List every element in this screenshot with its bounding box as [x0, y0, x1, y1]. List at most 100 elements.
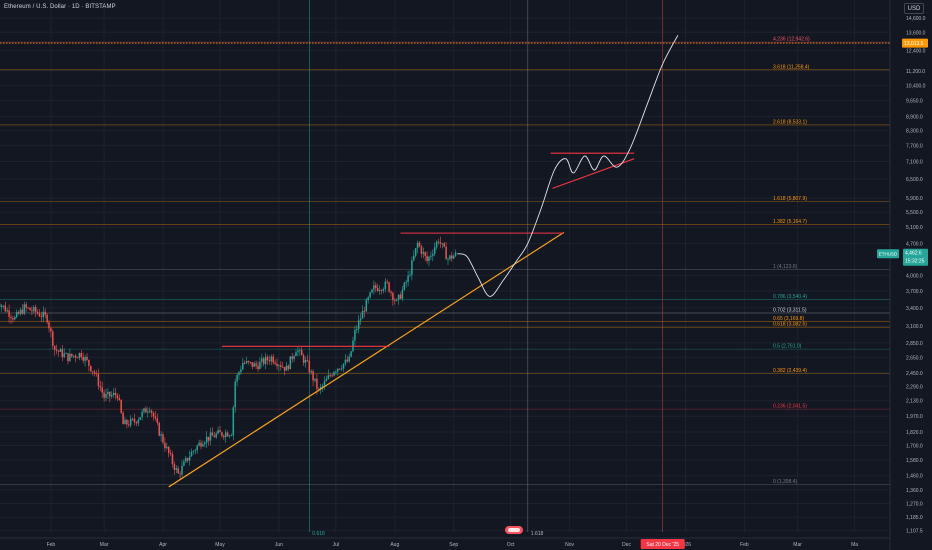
candle-body [122, 412, 124, 425]
candle-body [177, 468, 179, 474]
candle-body [321, 385, 324, 388]
candle-body [337, 368, 339, 372]
time-axis-tick: Nov [565, 542, 574, 548]
candle-body [420, 246, 423, 254]
candle-body [430, 255, 432, 257]
candle-body [90, 365, 92, 372]
candle-body [357, 320, 360, 329]
candle-body [261, 358, 263, 362]
candle-body [348, 356, 350, 362]
price-axis-background [890, 0, 932, 550]
price-axis-tick: 1,970.0 [906, 414, 923, 420]
support-trendline [168, 231, 565, 488]
fib-level-label: 0.65 (3,169.8) [773, 316, 804, 322]
candle-body [411, 260, 413, 275]
candle-body [156, 418, 159, 423]
candle-body [221, 432, 223, 436]
candle-body [101, 387, 103, 393]
candle-body [88, 359, 90, 366]
candle-body [437, 241, 440, 243]
candle-body [323, 381, 326, 386]
candle-body [103, 392, 105, 398]
candle-body [164, 442, 166, 449]
candle-body [447, 259, 449, 260]
candle-body [413, 255, 415, 261]
candle-body [110, 394, 113, 397]
candle-body [333, 371, 335, 376]
candle-body [76, 357, 79, 359]
candle-body [175, 468, 178, 470]
candle-body [424, 252, 426, 256]
candle-body [211, 432, 214, 436]
candle-body [346, 359, 349, 362]
time-axis-tick: 2026 [680, 542, 691, 548]
candle-body [394, 300, 396, 302]
target-price-tag-background [902, 38, 928, 48]
candle-body [133, 418, 136, 423]
candle-body [10, 316, 12, 319]
candle-body [167, 446, 170, 454]
price-axis-tick: 3,400.0 [906, 306, 923, 312]
candle-body [137, 419, 140, 424]
price-axis-tick: 14,600.0 [906, 16, 926, 22]
candle-body [63, 353, 65, 357]
candle-body [139, 417, 141, 420]
candle-body [120, 399, 122, 413]
candle-body [224, 432, 227, 438]
candle-body [318, 388, 320, 390]
candle-body [308, 360, 311, 373]
candle-body [403, 282, 406, 290]
candle-body [186, 458, 189, 461]
candle-body [80, 352, 83, 358]
candle-body [57, 350, 60, 352]
candle-body [386, 281, 388, 283]
candle-body [72, 355, 75, 357]
time-axis-tick: Oct [507, 542, 515, 548]
candle-body [388, 282, 390, 292]
candle-body [297, 350, 299, 353]
price-axis-tick: 1,270.0 [906, 501, 923, 507]
candle-body [14, 317, 16, 320]
candle-body [228, 435, 231, 437]
candle-body [162, 434, 164, 443]
candle-body [350, 351, 352, 357]
candle-body [325, 378, 328, 382]
fib-level-label: 2.618 (8,533.1) [773, 119, 807, 125]
candle-body [61, 349, 64, 357]
current-symbol-tag-background [877, 249, 899, 259]
fib-level-label: 0.618 (3,082.6) [773, 322, 807, 328]
candle-body [67, 353, 69, 362]
candle-body [373, 285, 375, 290]
candle-body [150, 410, 153, 413]
candle-body [131, 418, 134, 420]
candle-body [152, 412, 155, 417]
tradingview-logo-icon[interactable] [505, 526, 523, 534]
candle-body [169, 453, 172, 455]
candle-body [428, 256, 430, 262]
candle-body [289, 356, 292, 370]
candle-body [280, 365, 282, 367]
candle-body [34, 307, 37, 312]
date-tag-background [640, 539, 685, 549]
currency-button[interactable]: USD [904, 3, 924, 14]
candle-body [82, 357, 84, 361]
price-axis-tick: 7,700.0 [906, 143, 923, 149]
candle-body [310, 371, 312, 373]
candle-body [109, 391, 111, 397]
candle-body [319, 387, 322, 390]
candle-body [209, 432, 212, 441]
candle-body [304, 359, 307, 363]
time-axis-tick: Jun [275, 542, 283, 548]
current-symbol-tag-label: ETHUSD [879, 252, 898, 257]
candle-body [234, 381, 236, 408]
time-axis-tick: May [215, 542, 225, 548]
candle-body [287, 365, 290, 370]
candle-body [95, 373, 98, 375]
candle-body [266, 356, 269, 361]
price-axis-tick: 10,400.0 [906, 84, 926, 90]
candle-body [31, 310, 33, 312]
candle-body [249, 361, 252, 363]
candle-body [399, 294, 402, 299]
price-axis-tick: 1,185.0 [906, 515, 923, 521]
